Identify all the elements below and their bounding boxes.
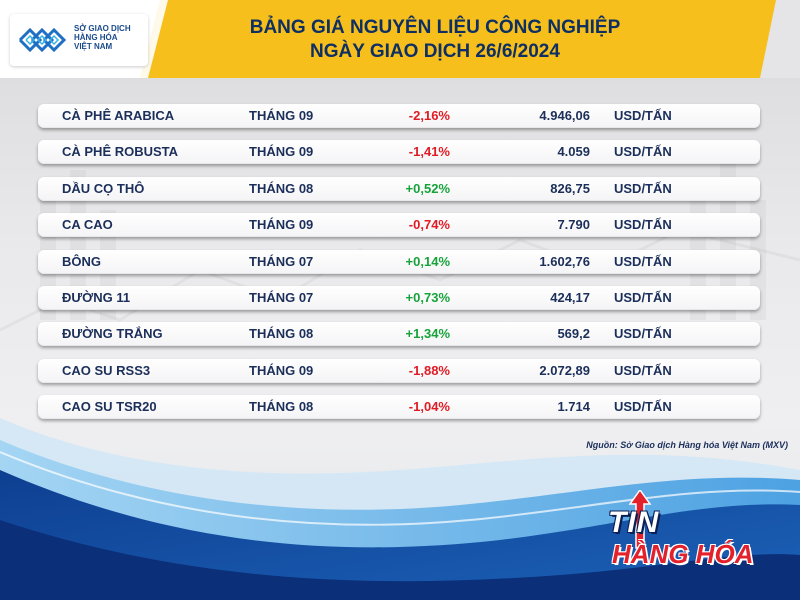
commodity-name: ĐƯỜNG TRẮNG [62,326,163,342]
price-change: -1,04% [408,399,450,415]
price-unit: USD/TẤN [614,399,672,415]
price-unit: USD/TẤN [614,253,672,269]
contract-month: THÁNG 09 [249,108,314,123]
page-title: BẢNG GIÁ NGUYÊN LIỆU CÔNG NGHIỆP NGÀY GI… [170,16,700,64]
table-row: CA CAO THÁNG 09 -0,74% 7.790 USD/TẤN [38,213,760,238]
price-unit: USD/TẤN [614,144,672,160]
logo-line: SỞ GIAO DỊCH [74,24,131,33]
price-value: 7.790 [557,217,590,233]
price-change: -1,41% [408,144,450,160]
table-row: CÀ PHÊ ARABICA THÁNG 09 -2,16% 4.946,06 … [38,104,760,128]
table-row: ĐƯỜNG 11 THÁNG 07 +0,73% 424,17 USD/TẤN [38,285,760,310]
price-unit: USD/TẤN [614,289,672,305]
contract-month: THÁNG 09 [249,144,314,160]
price-value: 569,2 [557,326,590,342]
commodity-name: CÀ PHÊ ARABICA [62,108,175,123]
up-arrow-icon [628,490,652,549]
exchange-logo: SỞ GIAO DỊCH HÀNG HÓA VIỆT NAM [10,14,148,66]
contract-month: THÁNG 09 [249,362,314,378]
source-note: Nguồn: Sở Giao dịch Hàng hóa Việt Nam (M… [586,440,788,450]
logo-line: HÀNG HÓA [74,33,118,42]
price-unit: USD/TẤN [614,108,672,123]
table-row: BÔNG THÁNG 07 +0,14% 1.602,76 USD/TẤN [38,249,760,274]
commodity-name: ĐƯỜNG 11 [62,289,131,305]
price-value: 4.059 [557,144,590,160]
commodity-name: CA CAO [62,217,113,233]
price-value: 2.072,89 [539,362,590,378]
title-line-2: NGÀY GIAO DỊCH 26/6/2024 [310,41,560,62]
commodity-name: BÔNG [62,253,101,269]
contract-month: THÁNG 07 [249,253,314,269]
price-unit: USD/TẤN [614,326,672,342]
commodity-name: DẦU CỌ THÔ [62,180,145,196]
table-row: CÀ PHÊ ROBUSTA THÁNG 09 -1,41% 4.059 USD… [38,140,760,165]
price-unit: USD/TẤN [614,362,672,378]
table-row: ĐƯỜNG TRẮNG THÁNG 08 +1,34% 569,2 USD/TẤ… [38,322,760,347]
price-value: 1.602,76 [539,253,590,269]
price-change: -1,88% [408,362,450,378]
price-change: +0,14% [405,253,450,269]
contract-month: THÁNG 08 [249,399,314,415]
commodity-name: CAO SU RSS3 [62,362,151,378]
contract-month: THÁNG 08 [249,180,314,196]
price-value: 4.946,06 [539,108,590,123]
price-value: 424,17 [550,289,590,305]
table-row: CAO SU RSS3 THÁNG 09 -1,88% 2.072,89 USD… [38,358,760,383]
price-table: CÀ PHÊ ARABICA THÁNG 09 -2,16% 4.946,06 … [38,104,760,432]
price-change: +0,73% [405,289,450,305]
contract-month: THÁNG 07 [249,289,314,305]
price-value: 826,75 [550,180,590,196]
table-row: DẦU CỌ THÔ THÁNG 08 +0,52% 826,75 USD/TẤ… [38,176,760,201]
table-row: CAO SU TSR20 THÁNG 08 -1,04% 1.714 USD/T… [38,395,760,420]
price-unit: USD/TẤN [614,217,672,233]
title-line-1: BẢNG GIÁ NGUYÊN LIỆU CÔNG NGHIỆP [249,17,621,38]
logo-line: VIỆT NAM [74,42,113,51]
contract-month: THÁNG 08 [249,326,314,342]
exchange-logo-icon [18,27,67,53]
brand-logo: TIN HÀNG HÓA [604,490,794,592]
commodity-name: CAO SU TSR20 [62,399,157,415]
exchange-logo-text: SỞ GIAO DỊCH HÀNG HÓA VIỆT NAM [74,24,148,51]
price-change: +0,52% [405,180,450,196]
price-change: -2,16% [408,108,450,123]
price-change: +1,34% [405,326,450,342]
price-unit: USD/TẤN [614,180,672,196]
price-change: -0,74% [408,217,450,233]
brand-line-1: TIN [608,506,660,539]
contract-month: THÁNG 09 [249,217,314,233]
commodity-name: CÀ PHÊ ROBUSTA [62,144,179,160]
brand-line-2: HÀNG HÓA [612,539,754,569]
price-value: 1.714 [557,399,590,415]
